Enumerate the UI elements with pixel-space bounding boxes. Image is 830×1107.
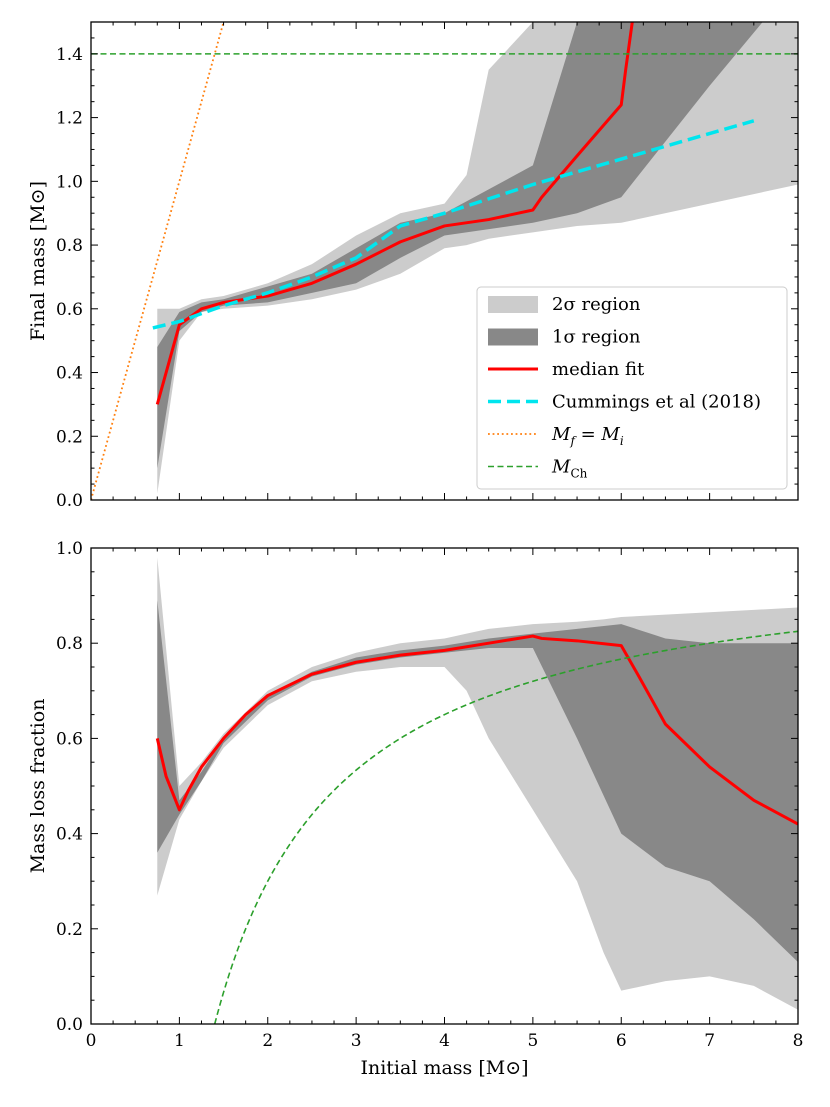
legend-label-band_1sigma: 1σ region xyxy=(552,327,641,348)
line-median-fit-top xyxy=(155,22,634,405)
y-tick-label: 0.8 xyxy=(56,634,83,654)
x-tick-label: 6 xyxy=(616,1031,627,1051)
legend-label-median: median fit xyxy=(552,359,645,380)
plot-area-top xyxy=(91,22,798,500)
band-1-region-top xyxy=(157,22,763,469)
legend-frame xyxy=(476,286,788,490)
plot-area-bottom xyxy=(155,557,798,1024)
legend-label-chandrasekhar: MCh xyxy=(551,457,588,481)
x-axis-label: Initial mass [M⊙] xyxy=(360,1057,528,1079)
line-cummings-et-al-2018-top xyxy=(152,119,755,330)
legend-swatch-band_2sigma xyxy=(488,296,538,313)
y-tick-label: 0.2 xyxy=(56,920,83,940)
x-tick-label: 3 xyxy=(351,1031,362,1051)
band-1-region-bottom xyxy=(157,600,798,963)
y-tick-label: 0.6 xyxy=(56,300,83,320)
y-tick-label: 1.0 xyxy=(56,539,83,559)
y-tick-label: 0.4 xyxy=(56,364,83,384)
legend-label-cummings: Cummings et al (2018) xyxy=(552,392,761,413)
y-tick-label: 0.8 xyxy=(56,236,83,256)
line-median-fit-bottom xyxy=(155,634,798,826)
top-panel: 0.0 0.2 0.4 0.6 0.8 1.0 1.2 1.4 Final mass [M⊙] 2… xyxy=(27,21,799,511)
x-tick-label: 0 xyxy=(86,1031,97,1051)
x-tick-label: 8 xyxy=(793,1031,804,1051)
legend: 2σ region 1σ region median fit Cummings et … xyxy=(476,286,788,490)
y-tick-label: 1.2 xyxy=(56,109,83,129)
y-tick-label: 0.0 xyxy=(56,491,83,511)
y-tick-label: 1.0 xyxy=(56,172,83,192)
bottom-panel: 0 1 2 3 4 5 6 7 8 0.0 0.2 0.4 0.6 0.8 1.0 Mass loss fra… xyxy=(27,539,803,1079)
x-tick-label: 1 xyxy=(174,1031,185,1051)
y-tick-label: 0.0 xyxy=(56,1015,83,1035)
y-axis-label-top: Final mass [M⊙] xyxy=(27,181,49,341)
x-tick-label: 7 xyxy=(704,1031,715,1051)
legend-label-identity: Mf = Mi xyxy=(551,424,624,448)
y-tick-label: 0.2 xyxy=(56,427,83,447)
legend-swatch-band_1sigma xyxy=(488,328,538,346)
x-tick-label: 4 xyxy=(439,1031,450,1051)
line-m-ch-bottom xyxy=(213,630,798,1024)
y-tick-label: 0.6 xyxy=(56,729,83,749)
y-axis-label-bottom: Mass loss fraction xyxy=(27,699,49,874)
x-tick-label: 5 xyxy=(527,1031,538,1051)
y-tick-label: 1.4 xyxy=(56,45,83,65)
legend-label-band_2sigma: 2σ region xyxy=(552,294,641,315)
x-tick-label: 2 xyxy=(262,1031,273,1051)
y-tick-label: 0.4 xyxy=(56,825,83,845)
